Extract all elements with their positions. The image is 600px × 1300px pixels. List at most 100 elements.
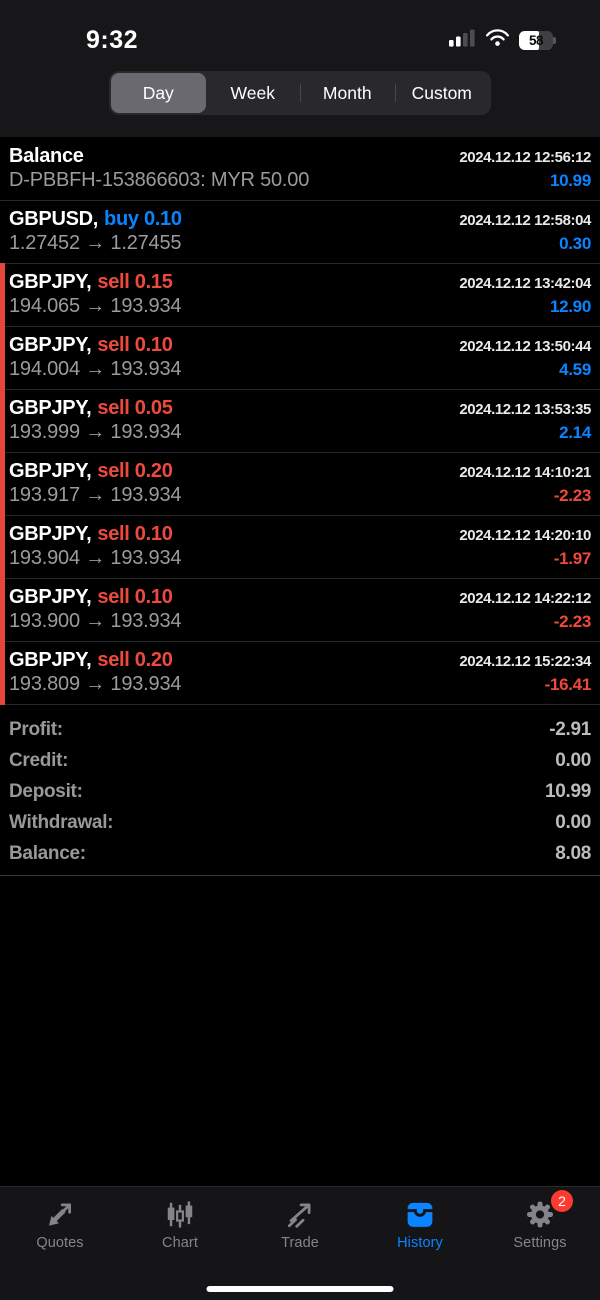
segment-month[interactable]: Month: [300, 73, 395, 113]
summary-label: Balance:: [9, 842, 86, 864]
row-symbol: GBPJPY,: [9, 586, 92, 608]
row-line1: GBPJPY, sell 0.10 2024.12.12 14:22:12: [9, 586, 591, 609]
row-symbol: GBPJPY,: [9, 460, 92, 482]
trade-arrow-icon: [281, 1196, 319, 1232]
row-line2: 193.900 → 193.934 -2.23: [9, 610, 591, 633]
tab-label: Settings: [513, 1235, 567, 1251]
tab-bar: Quotes Chart Trade History 2 Settings: [0, 1186, 600, 1300]
row-title: Balance: [9, 145, 84, 168]
segment-label: Month: [322, 82, 372, 103]
history-row[interactable]: GBPJPY, sell 0.20 2024.12.12 15:22:34 193.8…: [0, 641, 600, 705]
segment-day[interactable]: Day: [111, 73, 206, 113]
tab-quotes[interactable]: Quotes: [0, 1196, 120, 1251]
tab-label: History: [397, 1235, 443, 1251]
row-datetime: 2024.12.12 14:22:12: [459, 590, 591, 607]
row-symbol: GBPUSD,: [9, 208, 99, 230]
row-line2: 193.904 → 193.934 -1.97: [9, 547, 591, 570]
row-side: sell 0.10: [97, 586, 173, 608]
summary-row: Withdrawal: 0.00: [0, 807, 600, 838]
row-title: GBPJPY, sell 0.05: [9, 397, 173, 420]
row-side: sell 0.20: [97, 460, 173, 482]
row-line2: 193.917 → 193.934 -2.23: [9, 484, 591, 507]
home-indicator[interactable]: [206, 1286, 394, 1292]
row-detail: 194.065 → 193.934: [9, 295, 182, 317]
row-side: sell 0.15: [97, 271, 173, 293]
battery-percent: 58: [528, 32, 544, 48]
row-side: sell 0.10: [97, 523, 173, 545]
segment-week[interactable]: Week: [206, 73, 301, 113]
row-symbol: GBPJPY,: [9, 649, 92, 671]
gear-icon: 2: [521, 1190, 573, 1232]
row-title: GBPUSD, buy 0.10: [9, 208, 182, 231]
row-symbol: GBPJPY,: [9, 397, 92, 419]
row-line2: D-PBBFH-153866603: MYR 50.00 10.99: [9, 169, 591, 192]
row-profit: -2.23: [553, 612, 592, 631]
tab-label: Chart: [162, 1235, 198, 1251]
tab-settings[interactable]: 2 Settings: [480, 1190, 600, 1251]
history-row[interactable]: GBPJPY, sell 0.10 2024.12.12 14:20:10 193.9…: [0, 515, 600, 579]
tab-history[interactable]: History: [360, 1196, 480, 1251]
summary-label: Credit:: [9, 749, 69, 771]
row-line1: Balance 2024.12.12 12:56:12: [9, 145, 591, 168]
row-title: GBPJPY, sell 0.20: [9, 460, 173, 483]
row-detail: 1.27452 → 1.27455: [9, 232, 182, 254]
summary-row: Balance: 8.08: [0, 838, 600, 869]
row-datetime: 2024.12.12 15:22:34: [459, 653, 591, 670]
row-detail: 193.809 → 193.934: [9, 673, 182, 695]
row-datetime: 2024.12.12 13:53:35: [459, 401, 591, 418]
row-detail: 193.904 → 193.934: [9, 547, 182, 569]
history-row[interactable]: GBPJPY, sell 0.10 2024.12.12 13:50:44 194.0…: [0, 326, 600, 390]
row-line1: GBPJPY, sell 0.10 2024.12.12 13:50:44: [9, 334, 591, 357]
summary-value: 10.99: [544, 780, 591, 802]
header: 9:32: [0, 0, 600, 138]
row-line1: GBPJPY, sell 0.10 2024.12.12 14:20:10: [9, 523, 591, 546]
history-row[interactable]: GBPUSD, buy 0.10 2024.12.12 12:58:04 1.2745…: [0, 201, 600, 264]
summary-value: -2.91: [549, 718, 591, 740]
tab-label: Quotes: [36, 1235, 84, 1251]
settings-badge: 2: [551, 1190, 573, 1212]
row-line1: GBPJPY, sell 0.15 2024.12.12 13:42:04: [9, 271, 591, 294]
summary-value: 0.00: [555, 811, 591, 833]
row-title: GBPJPY, sell 0.10: [9, 523, 173, 546]
summary-row: Credit: 0.00: [0, 745, 600, 776]
row-detail: 193.900 → 193.934: [9, 610, 182, 632]
row-line2: 193.809 → 193.934 -16.41: [9, 673, 591, 696]
row-datetime: 2024.12.12 13:50:44: [459, 338, 591, 355]
row-symbol: GBPJPY,: [9, 334, 92, 356]
segment-custom[interactable]: Custom: [394, 73, 490, 113]
segment-label: Day: [142, 82, 174, 103]
tab-label: Trade: [281, 1235, 319, 1251]
row-title: GBPJPY, sell 0.15: [9, 271, 173, 294]
summary-value: 0.00: [555, 749, 591, 771]
row-line2: 194.004 → 193.934 4.59: [9, 358, 591, 381]
row-side: sell 0.05: [97, 397, 173, 419]
row-detail: 193.999 → 193.934: [9, 421, 182, 443]
quotes-arrows-icon: [41, 1196, 79, 1232]
row-datetime: 2024.12.12 14:20:10: [459, 527, 591, 544]
row-title: GBPJPY, sell 0.10: [9, 586, 173, 609]
summary-divider: [0, 875, 600, 876]
history-row[interactable]: GBPJPY, sell 0.15 2024.12.12 13:42:04 194.0…: [0, 263, 600, 327]
status-bar: 9:32: [0, 0, 600, 66]
row-line1: GBPUSD, buy 0.10 2024.12.12 12:58:04: [9, 208, 591, 231]
history-row[interactable]: GBPJPY, sell 0.05 2024.12.12 13:53:35 193.9…: [0, 389, 600, 453]
history-row[interactable]: GBPJPY, sell 0.20 2024.12.12 14:10:21 193.9…: [0, 452, 600, 516]
summary-value: 8.08: [555, 842, 591, 864]
summary-label: Profit:: [9, 718, 63, 740]
history-row[interactable]: GBPJPY, sell 0.10 2024.12.12 14:22:12 193.9…: [0, 578, 600, 642]
filter-segmented-control: Day Week Month Custom: [109, 71, 491, 115]
tab-chart[interactable]: Chart: [120, 1196, 240, 1251]
summary-row: Profit: -2.91: [0, 714, 600, 745]
history-row[interactable]: Balance 2024.12.12 12:56:12 D-PBBFH-153866…: [0, 138, 600, 201]
candlestick-chart-icon: [161, 1196, 199, 1232]
summary-label: Withdrawal:: [9, 811, 114, 833]
wifi-icon: [485, 28, 510, 52]
row-detail: D-PBBFH-153866603: MYR 50.00: [9, 169, 310, 191]
tab-trade[interactable]: Trade: [240, 1196, 360, 1251]
row-profit: -1.97: [553, 549, 592, 568]
time-label: 9:32: [86, 25, 139, 54]
row-profit: 4.59: [559, 360, 591, 379]
row-side: sell 0.20: [97, 649, 173, 671]
summary-row: Deposit: 10.99: [0, 776, 600, 807]
row-profit: 10.99: [549, 171, 591, 190]
